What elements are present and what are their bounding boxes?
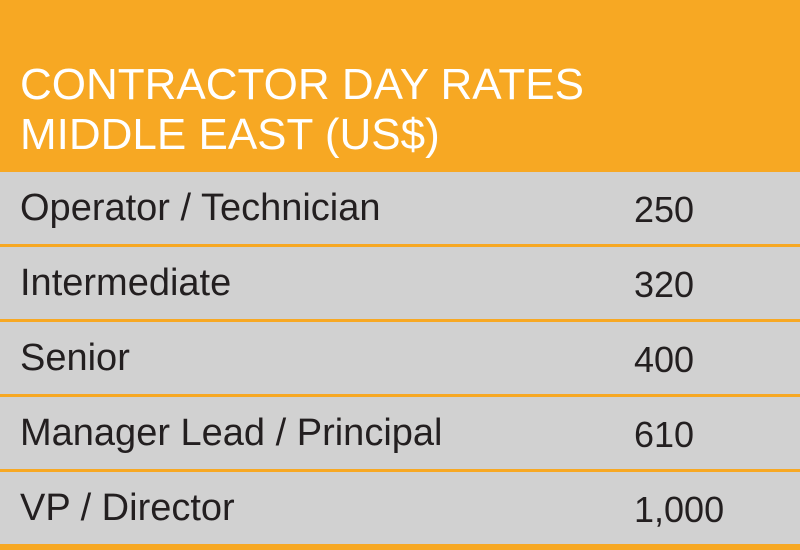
rates-table: Operator / Technician 250 Intermediate 3…: [0, 172, 800, 544]
role-label: Intermediate: [20, 262, 232, 304]
role-label: Operator / Technician: [20, 187, 381, 229]
rate-value: 250: [634, 189, 695, 230]
table-row: Senior 400: [0, 322, 800, 394]
table-row: VP / Director 1,000: [0, 472, 800, 544]
table-row: Manager Lead / Principal 610: [0, 397, 800, 469]
rate-value: 320: [634, 264, 695, 305]
title-line-2: MIDDLE EAST (US$): [20, 110, 440, 159]
table-row: Operator / Technician 250: [0, 172, 800, 244]
rate-value: 1,000: [634, 489, 725, 530]
title-line-1: CONTRACTOR DAY RATES: [20, 60, 584, 109]
rate-value: 400: [634, 339, 695, 380]
rate-value: 610: [634, 414, 695, 455]
role-label: VP / Director: [20, 487, 235, 529]
bottom-accent-bar: [0, 544, 800, 550]
table-row: Intermediate 320: [0, 247, 800, 319]
role-label: Manager Lead / Principal: [20, 412, 443, 454]
header-banner: CONTRACTOR DAY RATES MIDDLE EAST (US$): [0, 0, 800, 170]
table-title: CONTRACTOR DAY RATES MIDDLE EAST (US$): [20, 60, 584, 160]
role-label: Senior: [20, 337, 130, 379]
